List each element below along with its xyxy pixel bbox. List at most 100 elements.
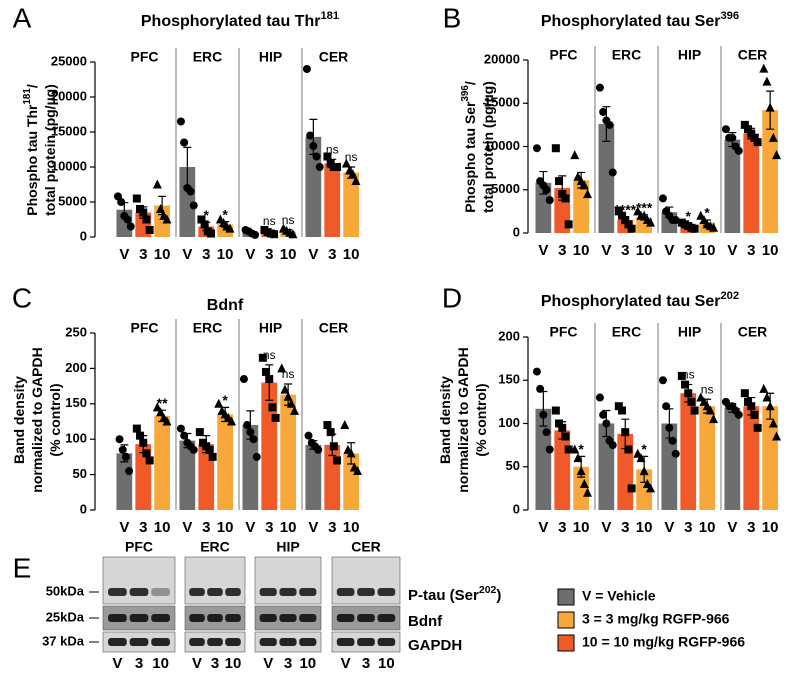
group-label: HIP [259,49,282,65]
data-point [189,201,198,210]
data-point [747,402,756,411]
blot-band [299,638,317,646]
blot-band [189,638,205,646]
significance-label: ns [263,214,276,228]
data-point [312,152,321,161]
significance-label: ns [326,142,339,156]
significance-label: * [204,207,210,223]
y-tick-label: 20000 [484,51,520,66]
data-point [579,479,589,489]
data-point [709,222,719,232]
x-tick-label: 10 [762,242,779,259]
lane-label: 3 [284,655,292,672]
data-point [608,441,617,450]
x-tick-label: 3 [265,246,273,263]
data-point [753,423,762,432]
x-tick-label: 3 [202,246,210,263]
x-tick-label: 10 [636,242,653,259]
data-point [636,453,646,463]
y-axis-label: Band density [11,376,27,464]
group-label: CER [738,47,768,63]
data-point [142,215,151,224]
data-point [728,133,737,142]
data-point [286,398,296,408]
data-point [123,215,132,224]
y-tick-label: 0 [80,501,87,516]
significance-label: ns [682,368,695,382]
size-marker: 50kDa [46,583,85,598]
text-part: Phosphorylated tau Thr [141,13,321,30]
data-point [258,353,267,362]
region-label: ERC [200,539,230,555]
x-tick-label: 10 [154,519,171,536]
region-label: CER [351,539,381,555]
data-point [734,410,743,419]
band-label: GAPDH [408,637,462,654]
text-part: Bdnf [207,297,244,314]
data-point [602,419,611,428]
data-point [750,410,759,419]
text-part: Band density [11,376,27,464]
x-tick-label: 10 [699,242,716,259]
blot-band [259,614,277,622]
y-tick-label: 0 [513,501,520,516]
y-axis-label: Phospho tau Thr181/ [22,84,40,216]
x-tick-label: V [182,246,192,263]
y-tick-label: 200 [498,328,520,343]
bar [724,139,741,233]
blot-band [279,588,297,596]
data-point [268,403,277,412]
data-point [346,448,356,458]
bar [573,180,590,233]
blot-band [207,614,223,622]
data-point [542,428,551,437]
data-point [747,129,756,138]
data-point [139,208,148,217]
x-tick-label: 10 [217,246,234,263]
significance-label: **** [614,201,636,217]
data-point [690,406,699,415]
data-point [740,120,749,129]
data-point [208,452,217,461]
y-axis-label: total protein (pg/µg) [480,81,496,213]
data-point [309,142,318,150]
blot-band [151,638,170,646]
x-tick-label: V [727,242,737,259]
data-point [195,428,204,437]
y-tick-label: 100 [498,415,520,430]
blot-strip [184,556,246,605]
size-marker: 37 kDa [42,633,85,648]
x-tick-label: 10 [343,246,360,263]
data-point [646,483,656,493]
data-point [249,435,258,444]
text-part: normalized to GAPDH [29,347,45,492]
text-part: Phospho tau Thr [24,104,40,216]
data-point [207,229,216,238]
group-label: PFC [131,320,159,336]
significance-label: * [704,205,710,221]
data-point [646,217,656,227]
data-point [186,187,195,196]
data-point [139,438,148,447]
data-point [595,83,604,92]
x-tick-label: 10 [154,246,171,263]
data-point [118,445,127,454]
blot-band [299,614,317,622]
y-tick-label: 20000 [51,88,87,103]
data-point [351,176,361,185]
x-tick-label: 3 [265,519,273,536]
bar [179,440,196,510]
group-label: HIP [678,324,701,340]
data-point [709,414,719,424]
data-point [214,398,224,408]
data-point [605,120,614,129]
bar [661,423,678,510]
blot-strip [254,556,322,605]
legend-label: V = Vehicle [582,588,656,604]
x-tick-label: 3 [558,519,566,536]
blot-band [129,614,149,622]
x-tick-label: 10 [636,519,653,536]
data-point [302,65,311,73]
data-point [561,194,570,203]
significance-label: * [578,441,584,457]
